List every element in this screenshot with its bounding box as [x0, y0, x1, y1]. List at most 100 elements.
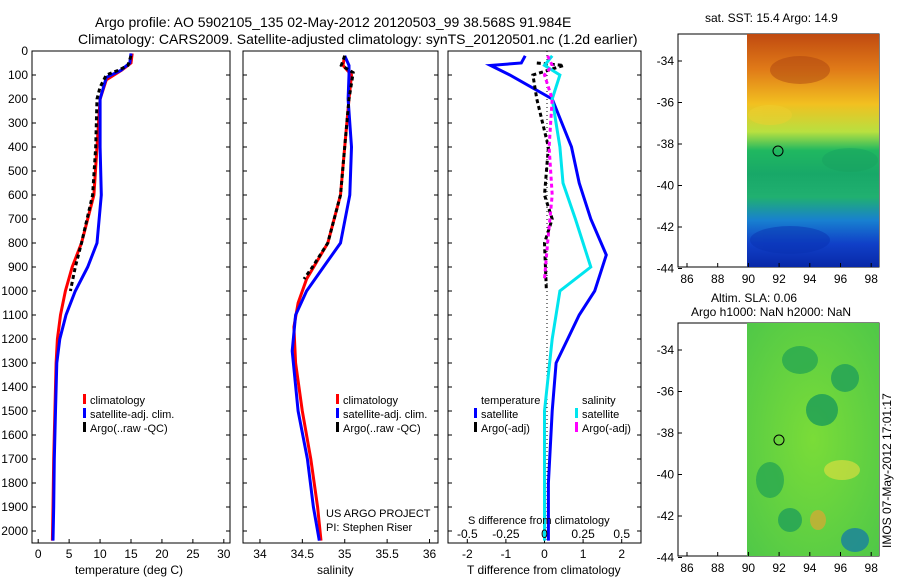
- depth-tick-label: 1800: [1, 476, 28, 490]
- salinity-curves: [290, 55, 355, 541]
- salinity-satellite-line: [290, 55, 354, 541]
- sst-map-title: sat. SST: 15.4 Argo: 14.9: [705, 11, 838, 25]
- map-lat-label: -40: [657, 179, 675, 193]
- depth-tick-label: 200: [8, 92, 28, 106]
- map-lon-label: 96: [834, 561, 848, 575]
- difference-sal-argo-line: [542, 55, 554, 280]
- sst-warm-patch: [770, 56, 830, 84]
- legend-climatology: climatology: [90, 395, 146, 407]
- difference-sal-tick-label: -0.25: [492, 527, 520, 541]
- temperature-tick-label: 30: [217, 547, 231, 561]
- salinity-tick-label: 35.5: [375, 547, 399, 561]
- legend-marker-sal-satellite: [575, 408, 578, 418]
- difference-temp-tick-label: -1: [501, 547, 512, 561]
- sla-high-patch: [810, 510, 826, 530]
- difference-sal-tick-label: 0.25: [571, 527, 595, 541]
- difference-temp-argo-line: [531, 61, 565, 292]
- legend-argo: Argo(..raw -QC): [343, 423, 421, 435]
- sla-map-texture: [756, 346, 869, 552]
- temperature-tick-label: 20: [155, 547, 169, 561]
- figure-title-line1: Argo profile: AO 5902105_135 02-May-2012…: [95, 14, 571, 30]
- depth-tick-label: 700: [8, 212, 28, 226]
- salinity-legend: climatology satellite-adj. clim. Argo(..…: [336, 394, 427, 435]
- legend-marker-argo: [336, 422, 339, 432]
- temperature-tick-label: 0: [35, 547, 42, 561]
- sla-high-patch: [824, 460, 860, 480]
- temperature-climatology-line: [50, 53, 134, 541]
- temperature-tick-label: 15: [124, 547, 138, 561]
- legend-marker-climatology: [83, 394, 86, 404]
- project-pi: PI: Stephen Riser: [326, 522, 413, 534]
- difference-sal-tick-label: 0.5: [613, 527, 630, 541]
- temperature-tick-label: 10: [93, 547, 107, 561]
- sst-front-patch: [748, 105, 792, 125]
- map-lat-label: -40: [657, 468, 675, 482]
- axis-tick-marks: [32, 50, 641, 543]
- map-lon-label: 90: [742, 561, 756, 575]
- map-lat-label: -36: [657, 96, 675, 110]
- legend-marker-temp-satellite: [474, 408, 477, 418]
- depth-tick-label: 1400: [1, 380, 28, 394]
- project-name: US ARGO PROJECT: [326, 508, 431, 520]
- figure-title-line2: Climatology: CARS2009. Satellite-adjuste…: [78, 31, 638, 47]
- map-lon-label: 90: [742, 272, 756, 286]
- difference-temp-tick-label: -2: [462, 547, 473, 561]
- map-lat-label: -38: [657, 426, 675, 440]
- legend-salinity-title: salinity: [582, 395, 616, 407]
- difference-temp-tick-labels: -2 -1 0 1 2: [462, 547, 625, 561]
- sst-cold-patch: [750, 226, 830, 254]
- legend-marker-temp-argo: [474, 422, 477, 432]
- sla-map-xtick-labels: 86 88 90 92 94 96 98: [680, 552, 878, 575]
- sla-eddy: [778, 508, 802, 532]
- salinity-tick-label: 36: [423, 547, 437, 561]
- salinity-climatology-line: [292, 55, 354, 541]
- map-lon-label: 92: [772, 272, 786, 286]
- legend-argo: Argo(..raw -QC): [90, 423, 168, 435]
- depth-tick-label: 2000: [1, 524, 28, 538]
- sla-map-title-line2: Argo h1000: NaN h2000: NaN: [691, 305, 851, 319]
- difference-top-label: S difference from climatology: [468, 515, 610, 527]
- depth-tick-label: 400: [8, 140, 28, 154]
- map-lon-label: 88: [711, 272, 725, 286]
- sst-map-field: [747, 34, 879, 267]
- depth-tick-label: 600: [8, 188, 28, 202]
- sst-float-location-marker: [772, 145, 784, 157]
- sst-map-texture: [748, 56, 878, 254]
- legend-temp-satellite: satellite: [481, 409, 518, 421]
- map-lon-label: 94: [803, 561, 817, 575]
- map-lon-label: 98: [865, 272, 879, 286]
- depth-tick-label: 800: [8, 236, 28, 250]
- sst-green-patch: [822, 148, 878, 172]
- temperature-panel-frame: [31, 50, 231, 544]
- temperature-satellite-line: [51, 53, 133, 541]
- legend-marker-sal-argo: [575, 422, 578, 432]
- salinity-tick-label: 35: [338, 547, 352, 561]
- sla-eddy: [841, 528, 869, 552]
- sla-map-title-line1: Altim. SLA: 0.06: [711, 291, 797, 305]
- difference-sal-satellite-line: [542, 54, 593, 541]
- salinity-tick-label: 34.5: [291, 547, 315, 561]
- map-lat-label: -42: [657, 220, 675, 234]
- sla-eddy: [756, 462, 784, 498]
- sla-eddy: [831, 364, 859, 392]
- depth-tick-label: 1300: [1, 356, 28, 370]
- legend-marker-satellite: [83, 408, 86, 418]
- depth-tick-label: 500: [8, 164, 28, 178]
- difference-legend: temperature salinity satellite Argo(-adj…: [474, 395, 631, 435]
- salinity-argo-line: [302, 55, 355, 280]
- depth-tick-label: 300: [8, 116, 28, 130]
- map-lat-label: -34: [657, 54, 675, 68]
- difference-sal-tick-label: 0: [541, 527, 548, 541]
- map-lat-label: -44: [657, 262, 675, 276]
- salinity-tick-label: 34: [253, 547, 267, 561]
- map-lat-label: -36: [657, 385, 675, 399]
- sla-eddy: [806, 394, 838, 426]
- legend-marker-argo: [83, 422, 86, 432]
- legend-marker-satellite: [336, 408, 339, 418]
- map-lon-label: 94: [803, 272, 817, 286]
- depth-tick-label: 1500: [1, 404, 28, 418]
- side-timestamp: IMOS 07-May-2012 17:01:17: [880, 393, 894, 548]
- legend-sal-satellite: satellite: [582, 409, 619, 421]
- difference-sal-tick-label: -0.5: [457, 527, 478, 541]
